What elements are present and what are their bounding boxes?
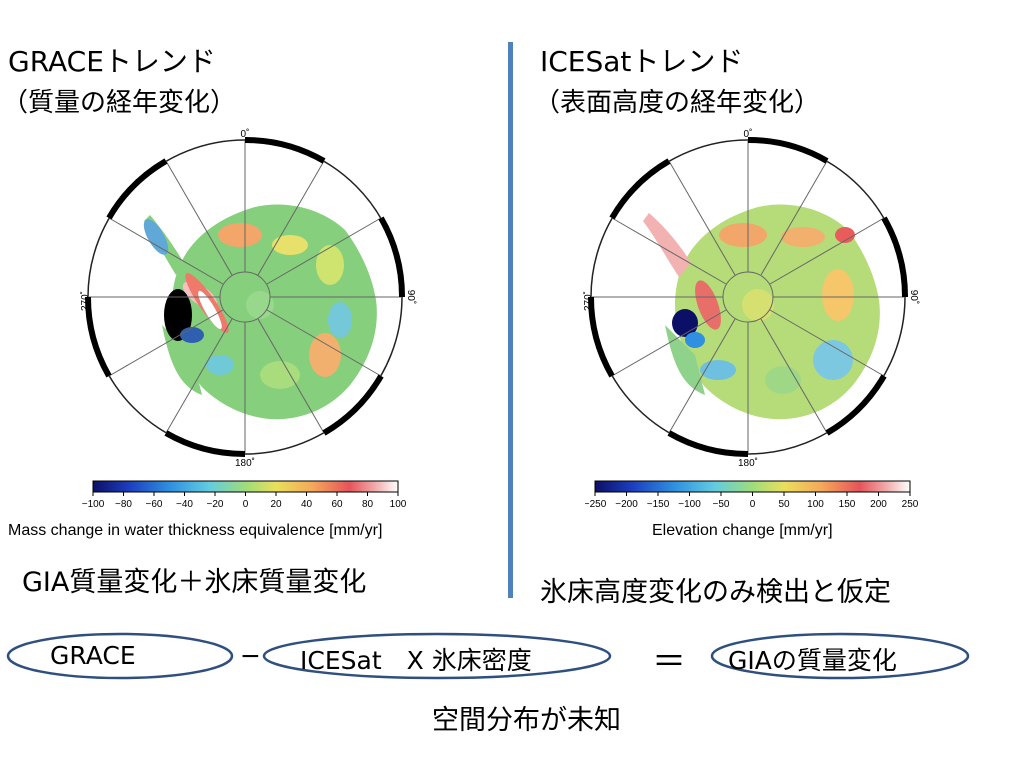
grace-colorbar-tick-label: −100 [82,499,105,510]
icesat-colorbar-ticks: −250 −200 −150 −100 −50 0 50 100 150 200 250 [585,492,919,510]
grace-colorbar-tick-label: 40 [301,499,313,510]
grace-colorbar-tick-label: 20 [270,499,282,510]
icesat-ellipse [262,632,612,680]
icesat-colorbar-tick-label: 200 [870,499,887,510]
grace-colorbar-tick-label: 0 [243,499,249,510]
grace-subtitle: （質量の経年変化） [2,88,237,118]
icesat-colorbar-tick-label: −50 [713,499,730,510]
icesat-colorbar-tick-label: −250 [585,499,607,510]
grace-colorbar-tick-label: 80 [362,499,374,510]
grace-colorbar-tick-label: −20 [207,499,224,510]
icesat-colorbar-tick-label: −200 [615,499,638,510]
grace-antarctica-map: 0˚ 180˚ 270˚ 90˚ [80,128,417,469]
grace-title: GRACEトレンド [8,45,216,78]
icesat-colorbar-tick-label: 100 [807,499,824,510]
equation-minus: − [240,641,261,670]
grace-colorbar-tick-label: −80 [115,499,132,510]
grace-lon-label-right: 90˚ [405,290,417,304]
icesat-colorbar-tick-label: 150 [839,499,856,510]
grace-colorbar-tick-label: −40 [176,499,193,510]
gia-ellipse [710,632,970,680]
icesat-antarctica-map: 0˚ 180˚ 270˚ 90˚ [583,128,920,469]
equation-result-gia: GIAの質量変化 [728,646,897,675]
icesat-lon-label-bottom: 180˚ [738,457,758,469]
icesat-frame-arcs [587,136,909,458]
grace-lon-label-bottom: 180˚ [235,457,255,469]
equation-ellipses [6,632,970,680]
equation-term-icesat: ICESat X 氷床密度 [300,646,532,675]
icesat-colorbar: −250 −200 −150 −100 −50 0 50 100 150 200 250 [585,480,919,510]
icesat-colorbar-tick-label: −100 [678,499,701,510]
icesat-antarctica-landmass [643,204,880,420]
grace-lon-label-left: 270˚ [80,291,91,311]
icesat-subtitle: （表面高度の経年変化） [534,88,821,118]
icesat-colorbar-tick-label: 250 [902,499,919,510]
icesat-note: 氷床高度変化のみ検出と仮定 [540,577,891,608]
grace-colorbar-tick-label: 100 [390,499,407,510]
grace-colorbar-ticks: −100 −80 −60 −40 −20 0 20 40 60 80 100 [82,492,407,510]
grace-ellipse [6,632,234,680]
grace-colorbar-label: Mass change in water thickness equivalen… [8,522,383,539]
icesat-lon-label-left: 270˚ [583,291,594,311]
equation-equals: ＝ [652,642,686,682]
icesat-colorbar-label: Elevation change [mm/yr] [652,522,833,539]
equation-footnote: 空間分布が未知 [432,705,621,736]
icesat-colorbar-tick-label: 50 [778,499,790,510]
icesat-lon-label-right: 90˚ [908,290,920,304]
equation-term-grace: GRACE [50,641,136,670]
grace-lon-label-top: 0˚ [241,128,250,140]
grace-antarctica-landmass [143,204,377,420]
icesat-colorbar-tick-label: 0 [750,499,756,510]
grace-colorbar: −100 −80 −60 −40 −20 0 20 40 60 80 100 [82,480,407,510]
icesat-lon-label-top: 0˚ [744,128,753,140]
grace-frame-arcs [84,136,406,458]
grace-colorbar-tick-label: 60 [331,499,343,510]
panel-divider [508,42,513,598]
icesat-colorbar-tick-label: −150 [647,499,670,510]
grace-colorbar-tick-label: −60 [146,499,163,510]
grace-note: GIA質量変化＋氷床質量変化 [22,567,367,598]
icesat-title: ICESatトレンド [540,45,744,78]
